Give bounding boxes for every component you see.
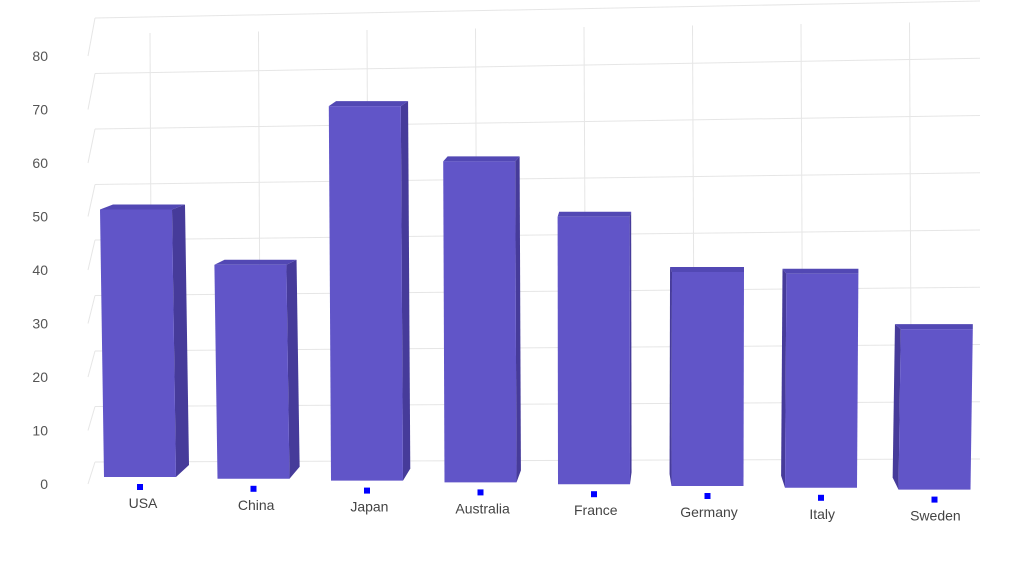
bar[interactable]: China: 40	[214, 264, 290, 479]
bar-top	[100, 204, 185, 210]
bar-top	[557, 211, 632, 217]
bars: USA: 50 China: 40 Japan: 70 Australia: 60 Fr…	[100, 101, 973, 503]
bar[interactable]: Australia: 60	[443, 161, 517, 483]
grid-line	[94, 0, 981, 19]
grid-line	[94, 229, 981, 241]
data-marker	[477, 489, 484, 496]
bar-top	[443, 156, 520, 162]
bar-side	[400, 101, 411, 481]
bar-group: Sweden: 30	[892, 324, 973, 503]
x-tick-label: China	[238, 497, 275, 513]
bar-side	[781, 268, 787, 488]
bar[interactable]: USA: 50	[100, 209, 176, 478]
bar[interactable]: Japan: 70	[328, 106, 403, 481]
bar-top	[214, 259, 297, 265]
bar-side	[892, 324, 901, 490]
bar-top	[894, 324, 973, 330]
bar-side	[629, 211, 632, 485]
y-tick-label: 40	[32, 262, 48, 278]
bar-side	[669, 267, 672, 486]
bar[interactable]: Sweden: 30	[898, 329, 973, 490]
bar-side	[172, 204, 189, 477]
bar-group: USA: 50	[100, 204, 189, 490]
grid-line-side	[87, 461, 96, 485]
bar-group: Germany: 40	[669, 267, 745, 499]
y-tick-label: 10	[32, 423, 48, 439]
bar[interactable]: France: 50	[557, 216, 630, 485]
data-marker	[818, 494, 824, 501]
bar-group: France: 50	[557, 211, 632, 498]
bar[interactable]: Germany: 40	[671, 272, 745, 486]
bar-top	[782, 268, 859, 274]
x-axis-labels: USA China Japan Australia France Germany Italy…	[129, 495, 961, 524]
bar-side	[515, 156, 521, 483]
x-tick-label: France	[574, 502, 618, 518]
bar[interactable]: Italy: 40	[785, 273, 859, 488]
data-marker	[250, 485, 257, 492]
x-tick-label: Sweden	[910, 508, 961, 524]
grid-line	[94, 57, 981, 74]
x-tick-label: Japan	[350, 499, 388, 515]
data-marker	[931, 496, 938, 503]
y-tick-label: 0	[40, 476, 48, 492]
bar-group: Italy: 40	[781, 268, 859, 501]
grid-line	[94, 172, 981, 185]
y-tick-label: 60	[32, 155, 48, 171]
grid-line-side	[87, 73, 96, 110]
x-tick-label: Australia	[455, 500, 510, 516]
x-tick-label: Germany	[680, 504, 738, 520]
data-marker	[137, 484, 143, 490]
y-axis-ticks: 0 10 20 30 40 50 60 70 80	[32, 48, 48, 492]
grid-line-side	[87, 350, 96, 378]
grid-line-side	[87, 184, 96, 217]
bar-side	[286, 259, 300, 479]
x-tick-label: USA	[129, 495, 158, 511]
grid-line-side	[87, 17, 96, 57]
bar-group: Australia: 60	[443, 156, 521, 496]
y-tick-label: 30	[32, 316, 48, 332]
bar-group: Japan: 70	[328, 101, 411, 494]
grid-line-side	[87, 128, 96, 164]
grid-line-side	[87, 295, 96, 324]
grid-line-side	[87, 239, 96, 271]
grid-line-side	[87, 406, 96, 431]
data-marker	[704, 493, 711, 499]
grid-line	[94, 115, 981, 130]
y-tick-label: 20	[32, 369, 48, 385]
bar-top	[670, 267, 744, 272]
data-marker	[591, 491, 597, 498]
bar-group: China: 40	[214, 259, 300, 492]
y-tick-label: 70	[32, 102, 48, 118]
bar-top	[328, 101, 409, 107]
x-tick-label: Italy	[809, 506, 835, 522]
y-tick-label: 80	[32, 48, 48, 64]
data-marker	[364, 487, 370, 494]
y-tick-label: 50	[32, 209, 48, 225]
